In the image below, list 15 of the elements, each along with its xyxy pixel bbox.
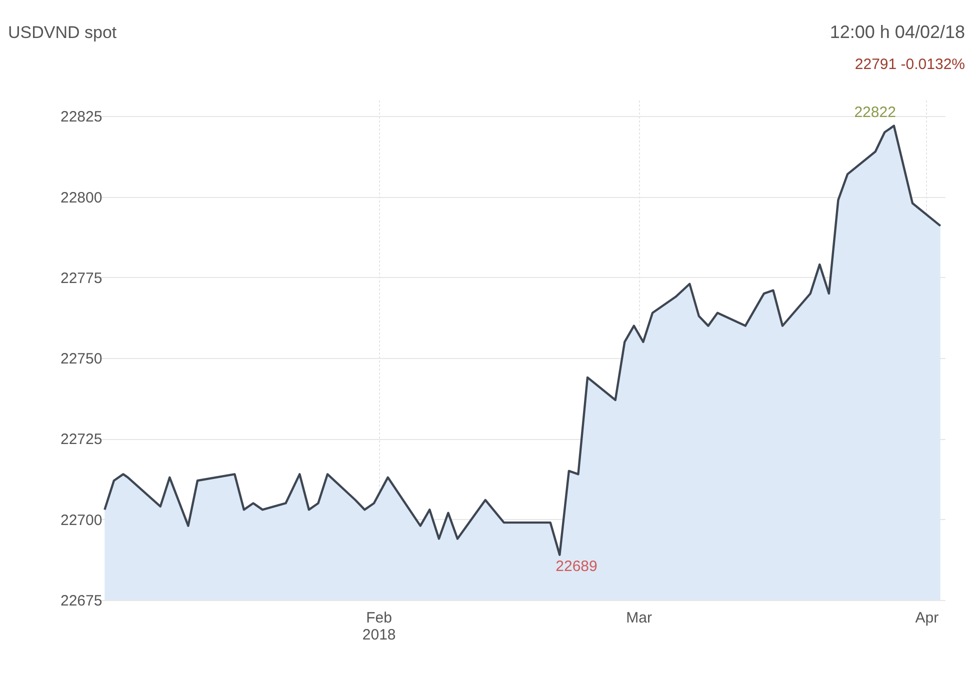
x-tick-label: Apr xyxy=(915,610,939,626)
text: 22791 -0.0132% xyxy=(854,56,965,73)
y-tick-label: 22825 xyxy=(60,108,102,126)
y-tick-label: 22725 xyxy=(60,431,102,448)
y-tick-label: 22800 xyxy=(60,189,102,206)
annotation: 22689 xyxy=(556,558,598,575)
y-tick-label: 22700 xyxy=(60,512,102,529)
y-tick-label: 22750 xyxy=(60,350,102,368)
annotation: 22822 xyxy=(854,104,896,121)
chart-title: USDVND spot xyxy=(8,23,117,42)
y-tick-label: 22775 xyxy=(60,270,102,287)
text: 12:00 h 04/02/18 xyxy=(830,22,965,42)
x-tick-label: Feb 2018 xyxy=(362,610,396,644)
y-tick-label: 22675 xyxy=(60,592,102,610)
x-tick-label: Mar xyxy=(626,610,652,626)
